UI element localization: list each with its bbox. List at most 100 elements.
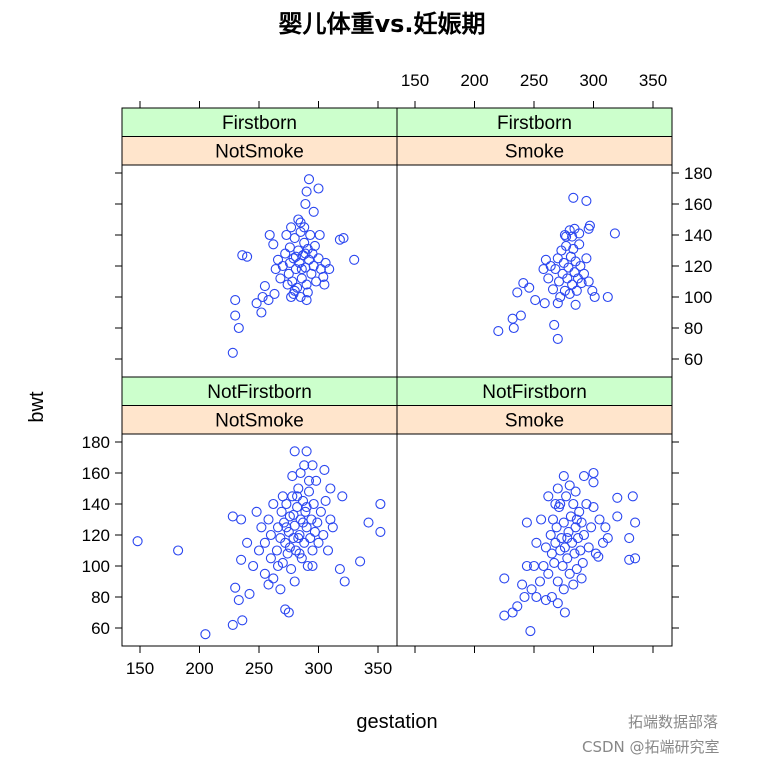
data-point	[308, 206, 319, 217]
data-point	[301, 279, 312, 290]
data-point	[577, 557, 588, 568]
data-point	[276, 506, 287, 517]
strip-smoke-label: Smoke	[505, 411, 564, 432]
data-point	[586, 522, 597, 533]
data-point	[277, 260, 288, 272]
watermark-line2: CSDN @拓端研究室	[582, 738, 720, 756]
data-point	[299, 460, 310, 471]
data-point	[300, 248, 311, 259]
data-point	[302, 287, 313, 298]
data-point	[233, 595, 244, 606]
data-point	[499, 573, 510, 584]
data-point	[627, 491, 638, 502]
data-point	[307, 545, 318, 556]
data-point	[272, 254, 284, 265]
data-point	[257, 291, 268, 303]
x-tick-label: 150	[126, 659, 154, 678]
data-point	[583, 223, 594, 234]
data-point	[272, 522, 284, 533]
data-point	[311, 475, 322, 486]
data-point	[507, 313, 518, 324]
data-point	[602, 291, 613, 303]
data-point	[562, 273, 573, 284]
x-tick-label: 300	[579, 71, 607, 90]
data-point	[318, 529, 329, 541]
data-point	[296, 264, 307, 275]
data-point	[256, 307, 267, 318]
data-point	[263, 514, 274, 525]
data-point	[307, 460, 318, 471]
data-point	[567, 231, 578, 242]
data-point	[319, 464, 330, 475]
data-point	[132, 536, 143, 547]
data-point	[612, 511, 623, 522]
panel-firstborn-notsmoke: Firstborn NotSmoke	[115, 101, 398, 378]
data-point	[227, 347, 238, 358]
data-point	[295, 514, 306, 525]
data-point	[236, 514, 247, 525]
data-point	[517, 579, 528, 590]
data-point	[230, 295, 241, 306]
data-point	[301, 295, 312, 306]
data-point	[588, 467, 599, 479]
x-tick-label: 200	[185, 659, 213, 678]
data-point	[518, 278, 529, 289]
x-tick-label: 350	[364, 659, 392, 678]
data-point	[327, 522, 338, 533]
data-point	[282, 548, 293, 559]
data-point	[583, 542, 594, 553]
data-point	[320, 495, 331, 506]
data-point	[552, 576, 563, 587]
data-point	[552, 333, 563, 344]
data-point	[311, 276, 322, 287]
y-tick-label: 80	[684, 319, 703, 338]
data-point	[581, 253, 592, 264]
data-point	[264, 229, 275, 241]
data-point	[561, 240, 572, 251]
panel-frame	[396, 164, 673, 378]
data-point	[630, 553, 641, 564]
y-tick-label: 120	[684, 257, 712, 276]
data-point	[590, 548, 601, 559]
data-point	[493, 326, 504, 337]
data-point	[281, 522, 292, 533]
data-point	[536, 514, 547, 525]
data-point	[173, 545, 184, 556]
data-point	[259, 568, 270, 579]
x-tick-label: 150	[401, 71, 429, 90]
panel-frame	[121, 164, 398, 378]
strip-smoke-label: NotSmoke	[215, 142, 304, 163]
data-point	[268, 239, 279, 250]
data-point	[552, 483, 563, 494]
data-point	[230, 582, 241, 593]
data-point	[597, 537, 609, 548]
data-point	[270, 264, 281, 275]
data-point	[552, 598, 563, 609]
data-point	[568, 498, 579, 510]
data-point	[581, 498, 592, 510]
data-point	[549, 557, 560, 568]
data-point	[251, 298, 262, 309]
data-point	[248, 560, 259, 572]
data-point	[563, 526, 574, 537]
data-point	[539, 298, 550, 309]
data-point	[578, 268, 590, 279]
data-point	[339, 576, 350, 587]
data-point	[286, 564, 297, 575]
data-point	[349, 254, 360, 265]
data-point	[268, 498, 279, 510]
strip-parity-label: Firstborn	[497, 113, 572, 134]
data-point	[538, 264, 549, 275]
data-point	[242, 537, 253, 548]
y-axis-label: bwt	[26, 391, 48, 423]
data-point	[574, 506, 585, 517]
data-point	[275, 584, 286, 595]
data-point	[559, 607, 570, 618]
data-point	[583, 276, 594, 287]
data-point	[355, 556, 366, 567]
y-tick-label: 60	[91, 619, 110, 638]
data-point	[237, 615, 248, 626]
data-point	[569, 548, 580, 559]
data-point	[589, 291, 600, 303]
data-point	[256, 522, 267, 533]
